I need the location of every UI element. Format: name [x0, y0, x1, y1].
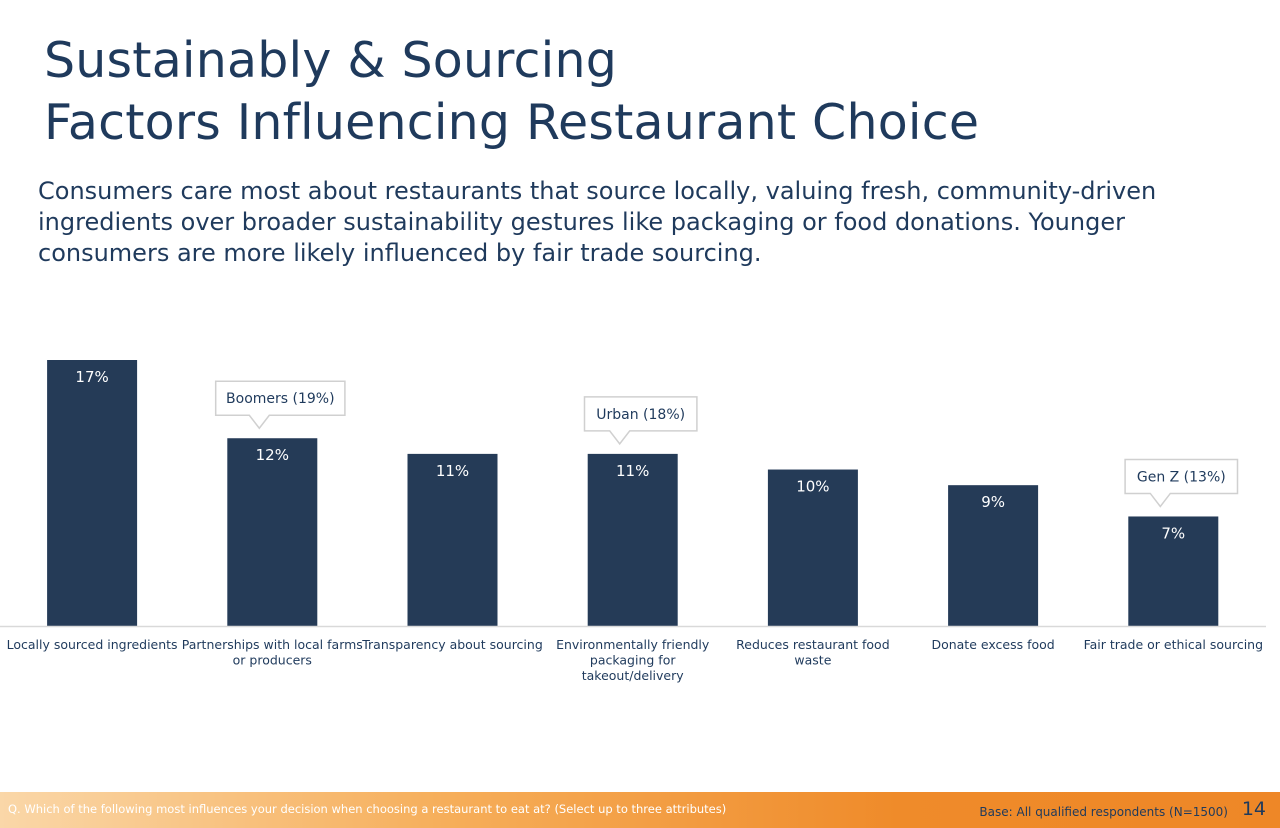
footer-bar: Q. Which of the following most influence… — [0, 792, 1280, 828]
title-line-2: Factors Influencing Restaurant Choice — [44, 94, 980, 151]
footer-question: Q. Which of the following most influence… — [8, 802, 727, 816]
bar — [948, 485, 1039, 626]
bar — [587, 453, 678, 626]
callout-box — [214, 380, 346, 430]
data-label: 7% — [1161, 524, 1185, 542]
x-tick-label: Transparency about sourcing — [361, 637, 543, 652]
data-label: 17% — [75, 368, 108, 386]
callout-label: Gen Z (13%) — [1137, 469, 1226, 485]
data-label: 10% — [796, 478, 829, 496]
bar — [47, 360, 138, 626]
x-tick-label: Environmentally friendly packaging for tak… — [556, 637, 710, 683]
callout-box — [1124, 458, 1239, 508]
data-label: 11% — [616, 462, 649, 480]
bar — [227, 438, 318, 626]
footer-base-note: Base: All qualified respondents (N=1500) — [979, 805, 1228, 819]
title-line-1: Sustainably & Sourcing — [44, 32, 618, 89]
page-number: 14 — [1241, 798, 1266, 820]
data-label: 9% — [981, 493, 1005, 511]
x-tick-label: Reduces restaurant food waste — [736, 637, 890, 668]
bar — [407, 453, 498, 626]
data-label: 11% — [436, 462, 469, 480]
data-label: 12% — [256, 446, 289, 464]
x-tick-label: Partnerships with local farms or producer… — [182, 637, 363, 668]
x-tick-label: Locally sourced ingredients — [7, 637, 178, 652]
bar — [1128, 516, 1219, 626]
callout-label: Boomers (19%) — [226, 391, 335, 407]
slide-subtitle: Consumers care most about restaurants th… — [38, 177, 1157, 267]
x-tick-label: Donate excess food — [931, 637, 1054, 652]
callout-label: Urban (18%) — [596, 407, 685, 423]
slide-title: Sustainably & Sourcing Factors Influenci… — [44, 30, 979, 154]
x-tick-label: Fair trade or ethical sourcing — [1084, 637, 1263, 652]
bar-chart: 17% Locally sourced ingredients 12% Partner… — [0, 360, 1266, 683]
bar — [767, 469, 858, 626]
callout-box — [583, 396, 698, 446]
